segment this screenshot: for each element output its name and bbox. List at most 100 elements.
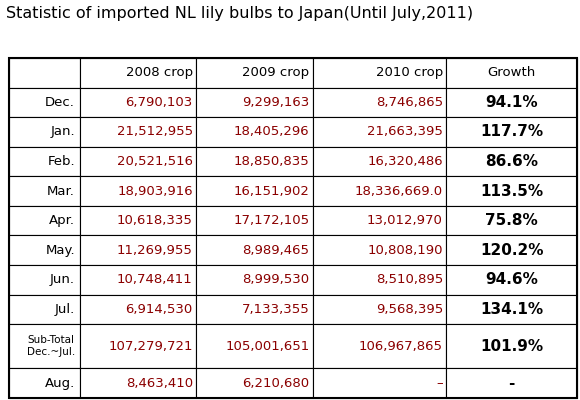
Text: 10,618,335: 10,618,335	[117, 214, 193, 227]
Text: 16,320,486: 16,320,486	[367, 155, 443, 168]
Text: 18,336,669.0: 18,336,669.0	[355, 184, 443, 198]
Text: 16,151,902: 16,151,902	[233, 184, 309, 198]
Text: Jun.: Jun.	[50, 273, 75, 286]
Text: 13,012,970: 13,012,970	[367, 214, 443, 227]
Bar	[447, 206, 577, 235]
Bar	[447, 294, 577, 324]
Bar	[447, 235, 577, 265]
Text: 2010 crop: 2010 crop	[376, 66, 443, 79]
Bar	[80, 235, 196, 265]
Bar	[9, 58, 80, 88]
Text: 20,521,516: 20,521,516	[117, 155, 193, 168]
Text: 105,001,651: 105,001,651	[225, 340, 309, 353]
Bar	[196, 176, 313, 206]
Bar	[447, 117, 577, 147]
Text: 101.9%: 101.9%	[480, 339, 543, 354]
Bar	[447, 368, 577, 398]
Text: Sub-Total
Dec.~Jul.: Sub-Total Dec.~Jul.	[27, 336, 75, 357]
Bar	[447, 324, 577, 368]
Bar	[80, 176, 196, 206]
Text: 21,512,955: 21,512,955	[117, 126, 193, 138]
Text: 18,405,296: 18,405,296	[234, 126, 309, 138]
Text: 8,746,865: 8,746,865	[376, 96, 443, 109]
Bar	[447, 88, 577, 117]
Bar	[313, 117, 447, 147]
Bar	[9, 235, 80, 265]
Text: 134.1%: 134.1%	[480, 302, 543, 317]
Text: 17,172,105: 17,172,105	[233, 214, 309, 227]
Text: 120.2%: 120.2%	[480, 243, 543, 258]
Bar	[80, 324, 196, 368]
Text: 2008 crop: 2008 crop	[126, 66, 193, 79]
Text: 117.7%: 117.7%	[480, 124, 543, 140]
Bar	[313, 206, 447, 235]
Bar	[9, 117, 80, 147]
Bar	[9, 368, 80, 398]
Bar	[447, 265, 577, 294]
Text: 6,914,530: 6,914,530	[125, 303, 193, 316]
Text: 9,568,395: 9,568,395	[376, 303, 443, 316]
Text: Jul.: Jul.	[55, 303, 75, 316]
Bar	[80, 294, 196, 324]
Bar	[80, 265, 196, 294]
Text: Aug.: Aug.	[45, 377, 75, 390]
Text: Statistic of imported NL lily bulbs to Japan(Until July,2011): Statistic of imported NL lily bulbs to J…	[6, 6, 473, 21]
Bar	[9, 147, 80, 176]
Bar	[196, 58, 313, 88]
Text: Apr.: Apr.	[49, 214, 75, 227]
Bar	[196, 324, 313, 368]
Text: 75.8%: 75.8%	[485, 213, 538, 228]
Text: 2009 crop: 2009 crop	[242, 66, 309, 79]
Text: 6,210,680: 6,210,680	[242, 377, 309, 390]
Text: 8,999,530: 8,999,530	[242, 273, 309, 286]
Bar	[313, 235, 447, 265]
Bar	[196, 265, 313, 294]
Text: 9,299,163: 9,299,163	[242, 96, 309, 109]
Text: 8,463,410: 8,463,410	[126, 377, 193, 390]
Bar	[9, 176, 80, 206]
Text: 7,133,355: 7,133,355	[241, 303, 309, 316]
Bar	[80, 206, 196, 235]
Text: 8,989,465: 8,989,465	[242, 244, 309, 257]
Bar	[80, 117, 196, 147]
Text: 113.5%: 113.5%	[480, 184, 543, 198]
Bar	[313, 294, 447, 324]
Text: Mar.: Mar.	[47, 184, 75, 198]
Text: 86.6%: 86.6%	[485, 154, 538, 169]
Bar	[313, 88, 447, 117]
Text: 94.1%: 94.1%	[485, 95, 538, 110]
Text: 18,850,835: 18,850,835	[234, 155, 309, 168]
Bar	[9, 294, 80, 324]
Text: 10,808,190: 10,808,190	[367, 244, 443, 257]
Text: May.: May.	[45, 244, 75, 257]
Bar	[9, 206, 80, 235]
Bar	[196, 368, 313, 398]
Bar	[9, 265, 80, 294]
Bar	[196, 206, 313, 235]
Bar	[80, 58, 196, 88]
Bar	[313, 176, 447, 206]
Text: 94.6%: 94.6%	[485, 272, 538, 287]
Text: –: –	[436, 377, 443, 390]
Bar	[80, 147, 196, 176]
Bar	[447, 147, 577, 176]
Text: 8,510,895: 8,510,895	[376, 273, 443, 286]
Bar	[196, 117, 313, 147]
Bar	[9, 58, 577, 398]
Bar	[313, 368, 447, 398]
Bar	[196, 235, 313, 265]
Bar	[9, 88, 80, 117]
Text: 106,967,865: 106,967,865	[359, 340, 443, 353]
Bar	[80, 368, 196, 398]
Bar	[196, 294, 313, 324]
Bar	[313, 265, 447, 294]
Text: 107,279,721: 107,279,721	[108, 340, 193, 353]
Text: -: -	[509, 376, 515, 391]
Text: Jan.: Jan.	[50, 126, 75, 138]
Text: 21,663,395: 21,663,395	[367, 126, 443, 138]
Bar	[447, 58, 577, 88]
Text: 10,748,411: 10,748,411	[117, 273, 193, 286]
Bar	[447, 176, 577, 206]
Bar	[9, 324, 80, 368]
Text: Growth: Growth	[488, 66, 536, 79]
